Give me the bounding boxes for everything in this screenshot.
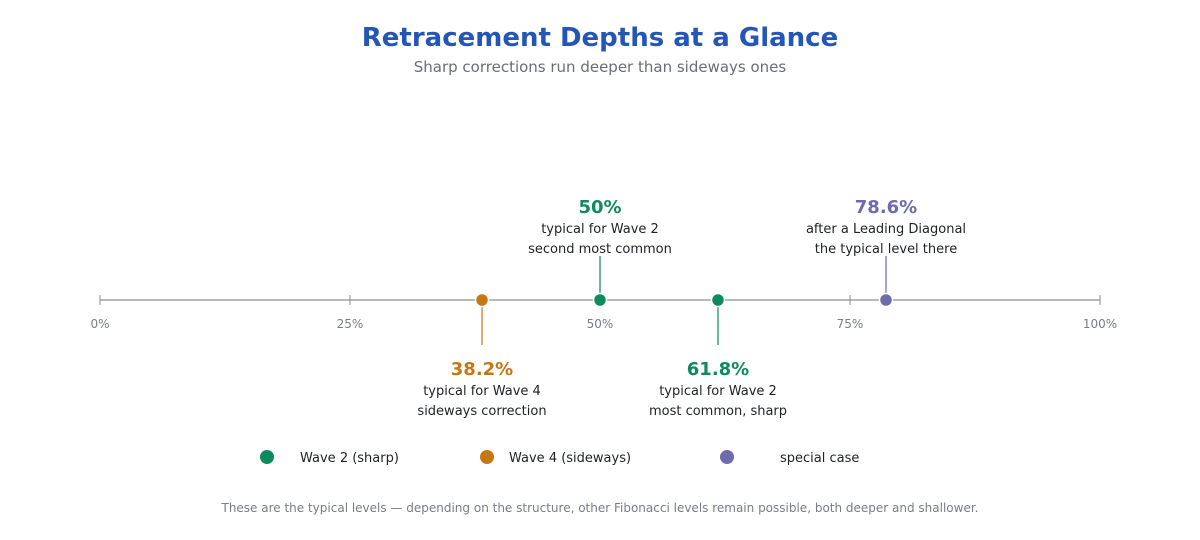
point-group: 50% typical for Wave 2 second most common xyxy=(528,197,672,308)
point-description: most common, sharp xyxy=(649,404,787,419)
point-value-label: 61.8% xyxy=(687,359,749,380)
data-point xyxy=(592,292,608,308)
tick-label: 0% xyxy=(90,317,109,331)
data-point xyxy=(878,292,894,308)
point-group: 61.8% typical for Wave 2 most common, shar… xyxy=(649,292,787,419)
legend-marker xyxy=(720,450,734,464)
point-description: second most common xyxy=(528,242,672,257)
tick-label: 100% xyxy=(1083,317,1117,331)
chart-subtitle: Sharp corrections run deeper than sidewa… xyxy=(414,58,787,76)
legend-label: Wave 2 (sharp) xyxy=(300,451,399,466)
legend-item: special case xyxy=(720,450,859,466)
point-description: typical for Wave 2 xyxy=(659,384,777,399)
point-value-label: 38.2% xyxy=(451,359,513,380)
tick-label: 25% xyxy=(337,317,364,331)
legend-item: Wave 4 (sideways) xyxy=(480,450,631,466)
point-value-label: 78.6% xyxy=(855,197,917,218)
point-value-label: 50% xyxy=(578,197,621,218)
data-point xyxy=(710,292,726,308)
point-description: after a Leading Diagonal xyxy=(806,222,966,237)
point-group: 78.6% after a Leading Diagonal the typical… xyxy=(806,197,966,308)
footnote: These are the typical levels — depending… xyxy=(220,501,978,515)
tick-label: 50% xyxy=(587,317,614,331)
legend: Wave 2 (sharp) Wave 4 (sideways) special c… xyxy=(260,450,859,466)
legend-marker xyxy=(260,450,274,464)
axis: 0% 25% 50% 75% 100% xyxy=(90,295,1117,331)
point-description: typical for Wave 2 xyxy=(541,222,659,237)
point-group: 38.2% typical for Wave 4 sideways correcti… xyxy=(417,292,547,419)
legend-label: Wave 4 (sideways) xyxy=(509,451,631,466)
chart-title: Retracement Depths at a Glance xyxy=(362,23,838,53)
legend-marker xyxy=(480,450,494,464)
legend-label: special case xyxy=(780,451,859,466)
point-description: typical for Wave 4 xyxy=(423,384,541,399)
tick-label: 75% xyxy=(837,317,864,331)
legend-item: Wave 2 (sharp) xyxy=(260,450,399,466)
point-description: the typical level there xyxy=(815,242,957,257)
point-description: sideways correction xyxy=(417,404,546,419)
data-points: 38.2% typical for Wave 4 sideways correcti… xyxy=(417,197,966,419)
data-point xyxy=(474,292,490,308)
